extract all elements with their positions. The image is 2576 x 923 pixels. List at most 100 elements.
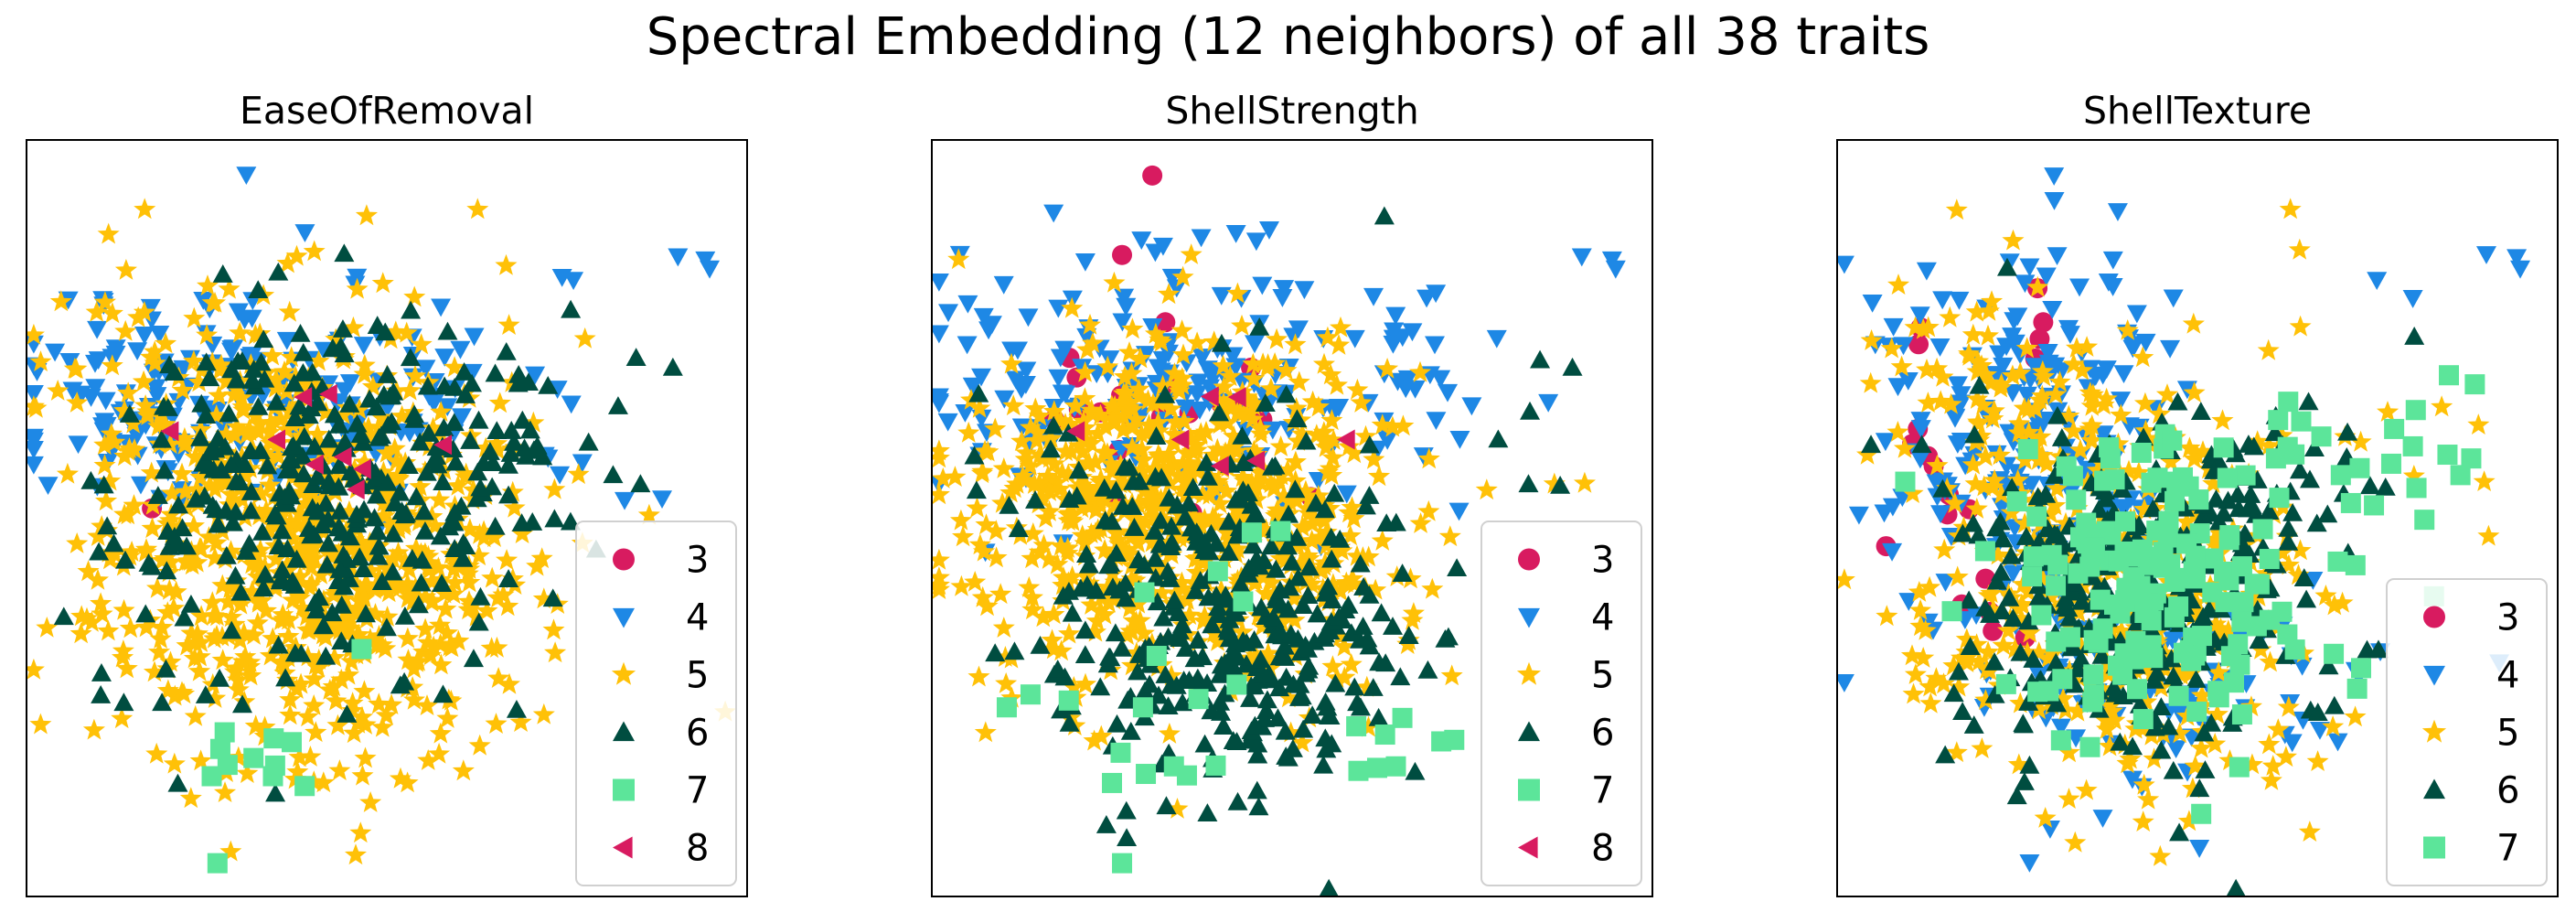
data-point — [2051, 362, 2072, 381]
data-point — [209, 668, 230, 687]
data-point — [1170, 367, 1193, 389]
data-point — [365, 462, 386, 481]
data-point — [2134, 419, 2157, 441]
data-point — [2061, 558, 2084, 580]
data-point — [1263, 615, 1284, 634]
data-point — [1939, 306, 1961, 327]
data-point — [1932, 672, 1955, 694]
data-point — [344, 472, 365, 491]
data-point — [2045, 572, 2068, 594]
data-point — [350, 705, 373, 727]
legend-marker — [613, 721, 635, 742]
data-point — [1960, 637, 1981, 655]
data-point — [401, 548, 422, 567]
data-point — [281, 569, 304, 591]
data-point — [1170, 628, 1191, 647]
data-point — [544, 641, 567, 663]
data-point — [2130, 558, 2153, 579]
data-point — [1066, 421, 1085, 442]
data-point — [299, 746, 322, 767]
data-point — [2303, 438, 2325, 456]
data-point — [2143, 581, 2165, 603]
data-point — [2019, 755, 2040, 774]
data-point — [2059, 326, 2080, 344]
data-point — [379, 386, 401, 405]
data-point — [551, 268, 572, 287]
data-point — [479, 442, 500, 460]
data-point — [2181, 777, 2204, 799]
data-point — [1343, 573, 1366, 594]
data-point — [2100, 448, 2121, 469]
data-point — [449, 554, 472, 575]
data-point — [1069, 397, 1090, 416]
data-point — [2174, 573, 2195, 592]
data-point — [2170, 705, 2191, 724]
data-layer — [1837, 167, 2531, 896]
data-point — [2261, 755, 2284, 776]
data-point — [2203, 528, 2226, 550]
data-point — [27, 357, 44, 376]
data-point — [1278, 359, 1299, 377]
data-point — [2177, 763, 2198, 782]
data-point — [2143, 573, 2164, 592]
data-point — [1331, 539, 1353, 561]
data-point — [2094, 493, 2115, 512]
data-point — [239, 456, 262, 478]
data-point — [231, 351, 252, 370]
data-point — [265, 783, 286, 802]
data-point — [2100, 596, 2123, 617]
data-point — [2218, 749, 2241, 770]
data-point — [1053, 534, 1074, 553]
data-point — [1079, 482, 1102, 504]
data-point — [1213, 595, 1235, 617]
data-point — [2013, 397, 2036, 418]
data-point — [2064, 517, 2085, 536]
data-point — [2109, 463, 2132, 485]
data-point — [1226, 674, 1247, 695]
data-point — [2101, 491, 2122, 510]
data-point — [305, 493, 328, 515]
data-point — [1244, 629, 1265, 649]
data-point — [1058, 690, 1079, 711]
series-5 — [932, 243, 1596, 819]
data-point — [1288, 370, 1310, 392]
data-point — [324, 404, 345, 424]
data-point — [1201, 368, 1222, 387]
data-point — [281, 732, 302, 753]
data-point — [2284, 444, 2305, 465]
data-point — [2193, 606, 2214, 626]
data-point — [1263, 477, 1286, 499]
data-point — [1086, 422, 1109, 444]
data-point — [332, 541, 355, 563]
data-point — [457, 554, 480, 576]
data-point — [1220, 680, 1243, 702]
data-point — [1297, 544, 1320, 566]
data-point — [238, 479, 261, 501]
data-point — [2163, 475, 2184, 494]
axes-frame — [931, 139, 1653, 897]
data-point — [2132, 649, 2153, 667]
data-point — [2115, 577, 2138, 599]
data-point — [2238, 462, 2261, 484]
data-point — [232, 542, 255, 564]
data-point — [1193, 508, 1216, 530]
data-point — [2166, 610, 2187, 628]
data-point — [334, 243, 355, 263]
data-point — [1299, 557, 1320, 576]
data-point — [957, 295, 978, 314]
data-point — [2464, 374, 2485, 395]
data-point — [1011, 465, 1034, 487]
data-point — [1260, 571, 1283, 593]
data-point — [999, 495, 1020, 514]
data-point — [2026, 506, 2047, 527]
data-point — [932, 325, 949, 344]
data-point — [2090, 589, 2111, 610]
data-point — [230, 445, 253, 467]
data-point — [298, 519, 319, 537]
data-point — [975, 513, 998, 535]
data-point — [2250, 638, 2272, 660]
data-point — [148, 404, 171, 426]
data-point — [532, 446, 553, 466]
data-point — [337, 602, 360, 624]
